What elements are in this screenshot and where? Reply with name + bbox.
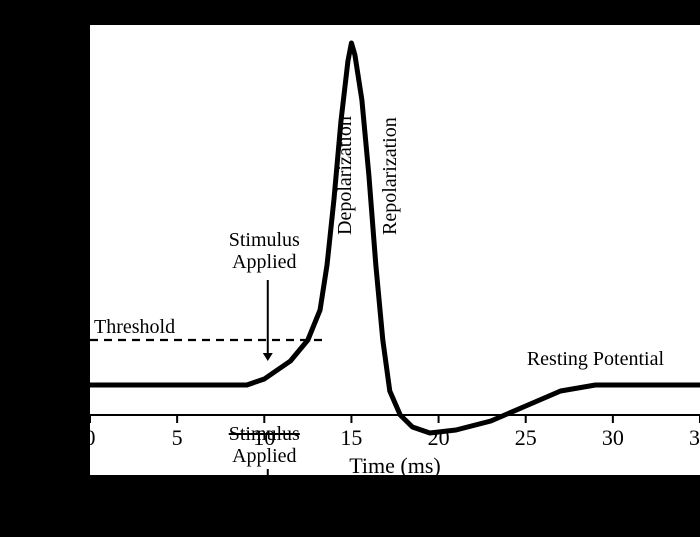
x-tick-label: 5 [172, 425, 183, 451]
stimulus-applied-label-lower-2: Applied [232, 445, 296, 468]
threshold-label: Threshold [94, 316, 175, 339]
x-tick-label: 15 [340, 425, 362, 451]
stimulus-applied-label-upper-1: Stimulus [229, 229, 300, 252]
x-tick-label: 35 [689, 425, 700, 451]
stimulus-applied-label-lower-1: Stimulus [229, 423, 300, 446]
stimulus-applied-label-upper-2: Applied [232, 251, 296, 274]
x-tick-label: 25 [515, 425, 537, 451]
repolarization-label: Repolarization [379, 117, 402, 235]
x-tick-label: 0 [85, 425, 96, 451]
resting-potential-label: Resting Potential [527, 348, 664, 371]
x-tick-label: 20 [428, 425, 450, 451]
depolarization-label: Depolarization [334, 116, 357, 235]
x-tick-label: 30 [602, 425, 624, 451]
x-axis-label: Time (ms) [349, 453, 440, 479]
